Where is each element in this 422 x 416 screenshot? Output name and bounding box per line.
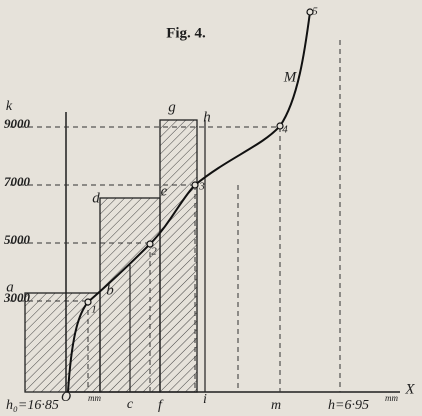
figure-title: Fig. 4.: [166, 25, 206, 41]
point-label: 1: [91, 304, 97, 316]
letter-label: d: [92, 190, 100, 206]
y-label: 9000: [4, 116, 31, 131]
point-label: 5: [312, 6, 318, 18]
axis-top-label: k: [6, 99, 13, 114]
y-label: 5000: [4, 232, 31, 247]
h-unit: mm: [385, 393, 398, 403]
letter-label: a: [6, 279, 14, 295]
axes: [65, 112, 400, 393]
letter-label: g: [168, 99, 176, 115]
origin-label: O: [61, 390, 71, 405]
letter-label: M: [283, 69, 298, 85]
point-label: 4: [282, 124, 288, 136]
h0-value: h₀=16·85: [6, 398, 59, 413]
x-label: c: [127, 397, 134, 412]
guides: [10, 40, 341, 392]
x-label: i: [203, 392, 207, 407]
solid-verticals: [129, 120, 206, 392]
y-label: 3000: [3, 290, 31, 305]
x-label: m: [271, 398, 281, 413]
h0-unit: mm: [88, 393, 101, 403]
letter-label: e: [161, 183, 168, 199]
letter-label: b: [106, 282, 114, 298]
hatched-rect: [159, 119, 198, 393]
x-axis-label: X: [404, 381, 415, 397]
y-label: 7000: [4, 174, 31, 189]
curve-points: [84, 8, 314, 306]
x-label: f: [158, 398, 164, 413]
hatched-areas: [24, 119, 198, 393]
h-value: h=6·95: [328, 398, 369, 413]
labels: Fig. 4. O Xk 9000 7000 5000 3000 1 2 3 4 5 a b d e g h Mc f…: [3, 6, 415, 414]
letter-label: h: [203, 109, 211, 125]
hatched-rect: [24, 292, 101, 393]
point-label: 2: [151, 246, 157, 258]
point-label: 3: [198, 181, 205, 193]
